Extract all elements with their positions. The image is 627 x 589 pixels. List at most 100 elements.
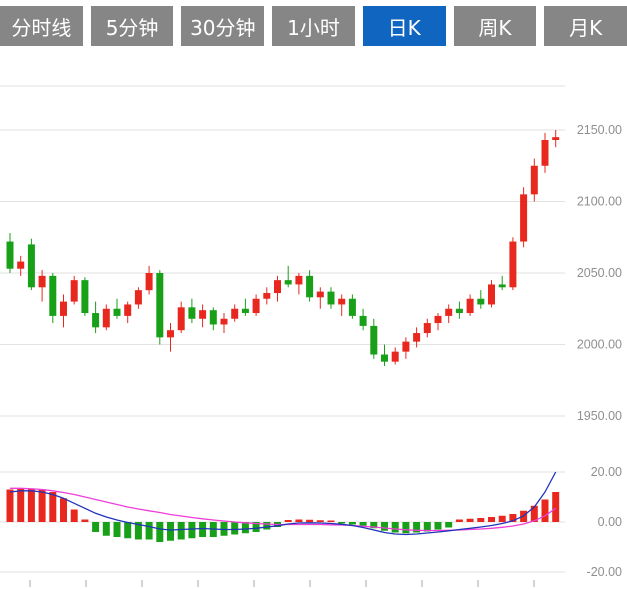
candle-body <box>167 330 174 338</box>
candle-body <box>445 308 453 316</box>
macd-bar <box>124 522 132 539</box>
candle-body <box>455 308 463 314</box>
candle-body <box>60 301 67 316</box>
candle-body <box>274 280 281 294</box>
candle <box>220 313 228 334</box>
candle <box>530 158 538 202</box>
candle-body <box>113 308 121 316</box>
candle <box>81 277 89 316</box>
candle <box>348 294 356 319</box>
macd-bar <box>295 519 303 522</box>
candle <box>338 294 346 316</box>
candle-body <box>530 165 538 195</box>
candle-body <box>17 261 25 269</box>
macd-axis-label: -20.00 <box>587 565 622 579</box>
candle-body <box>27 244 35 288</box>
candle <box>295 273 303 295</box>
price-axis-label: 2150.00 <box>577 123 622 137</box>
candle-body <box>70 280 78 302</box>
price-axis-label: 2000.00 <box>577 338 622 352</box>
candle <box>263 287 271 305</box>
candle <box>455 301 463 319</box>
macd-bar <box>423 522 431 532</box>
macd-bar <box>370 522 378 529</box>
candle <box>391 347 399 365</box>
candle-body <box>498 284 506 288</box>
candle <box>359 308 367 331</box>
macd-axis-label: 20.00 <box>591 465 622 479</box>
macd-bar <box>413 522 421 533</box>
candle-body <box>306 275 314 298</box>
candle-body <box>348 298 356 316</box>
tab-daily-k[interactable]: 日K <box>362 6 446 46</box>
candle-body <box>477 298 485 305</box>
candle-body <box>6 241 14 269</box>
candle-body <box>509 241 517 288</box>
candle-body <box>124 304 132 316</box>
candle <box>423 318 431 338</box>
macd-bar <box>552 492 560 522</box>
candle <box>498 275 506 291</box>
candle <box>177 301 185 334</box>
candle <box>17 255 25 276</box>
macd-axis-label: 0.00 <box>598 515 622 529</box>
candle-body <box>295 275 303 285</box>
candle-body <box>434 315 442 324</box>
candle <box>445 304 453 324</box>
macd-bar <box>241 522 249 534</box>
tab-30min[interactable]: 30分钟 <box>181 6 265 46</box>
candle-body <box>552 137 560 141</box>
macd-bar <box>306 519 314 522</box>
price-axis-label: 2100.00 <box>577 195 622 209</box>
tab-monthly-k[interactable]: 月K <box>544 6 627 46</box>
tab-timeline[interactable]: 分时线 <box>0 6 83 46</box>
candle <box>509 237 517 291</box>
macd-bar <box>188 522 196 539</box>
candle <box>113 298 121 319</box>
macd-bar <box>167 522 174 541</box>
macd-bar <box>284 520 292 522</box>
candle-body <box>381 354 388 362</box>
candle-body <box>188 307 196 319</box>
candle <box>27 238 35 291</box>
macd-bar <box>134 522 142 540</box>
macd-bar <box>530 505 538 522</box>
macd-bar <box>359 522 367 526</box>
tab-weekly-k[interactable]: 周K <box>453 6 537 46</box>
candle-body <box>316 291 324 298</box>
candle <box>188 298 196 324</box>
candle <box>327 287 335 309</box>
kline-chart[interactable]: 2150.00 2100.00 2050.00 2000.00 1950.00 20.00… <box>0 46 627 587</box>
candle <box>167 323 174 352</box>
tab-1hour[interactable]: 1小时 <box>272 6 355 46</box>
candle-body <box>466 298 474 314</box>
price-axis-label: 2050.00 <box>577 266 622 280</box>
macd-bar <box>38 490 46 522</box>
candle <box>381 344 388 366</box>
candle <box>60 294 67 328</box>
macd-bar <box>338 522 346 524</box>
candles <box>6 130 560 366</box>
macd-bar <box>509 514 517 522</box>
candle-body <box>81 280 89 314</box>
tab-5min[interactable]: 5分钟 <box>90 6 174 46</box>
macd-bar <box>263 522 271 530</box>
candle-body <box>241 308 249 314</box>
macd-bar <box>402 522 410 534</box>
macd-bar <box>488 517 495 522</box>
candle-body <box>231 308 239 319</box>
candle <box>92 301 100 334</box>
candle <box>252 294 260 316</box>
candle-body <box>327 291 335 305</box>
macd-bar <box>498 515 506 522</box>
macd-bar <box>70 509 78 522</box>
candle <box>49 273 57 324</box>
macd-bar <box>92 522 100 532</box>
candle <box>274 275 281 302</box>
macd-bar <box>445 522 453 528</box>
macd-bar <box>327 520 335 522</box>
candle <box>102 304 110 331</box>
candle <box>6 232 14 273</box>
macd-bar <box>477 518 485 522</box>
